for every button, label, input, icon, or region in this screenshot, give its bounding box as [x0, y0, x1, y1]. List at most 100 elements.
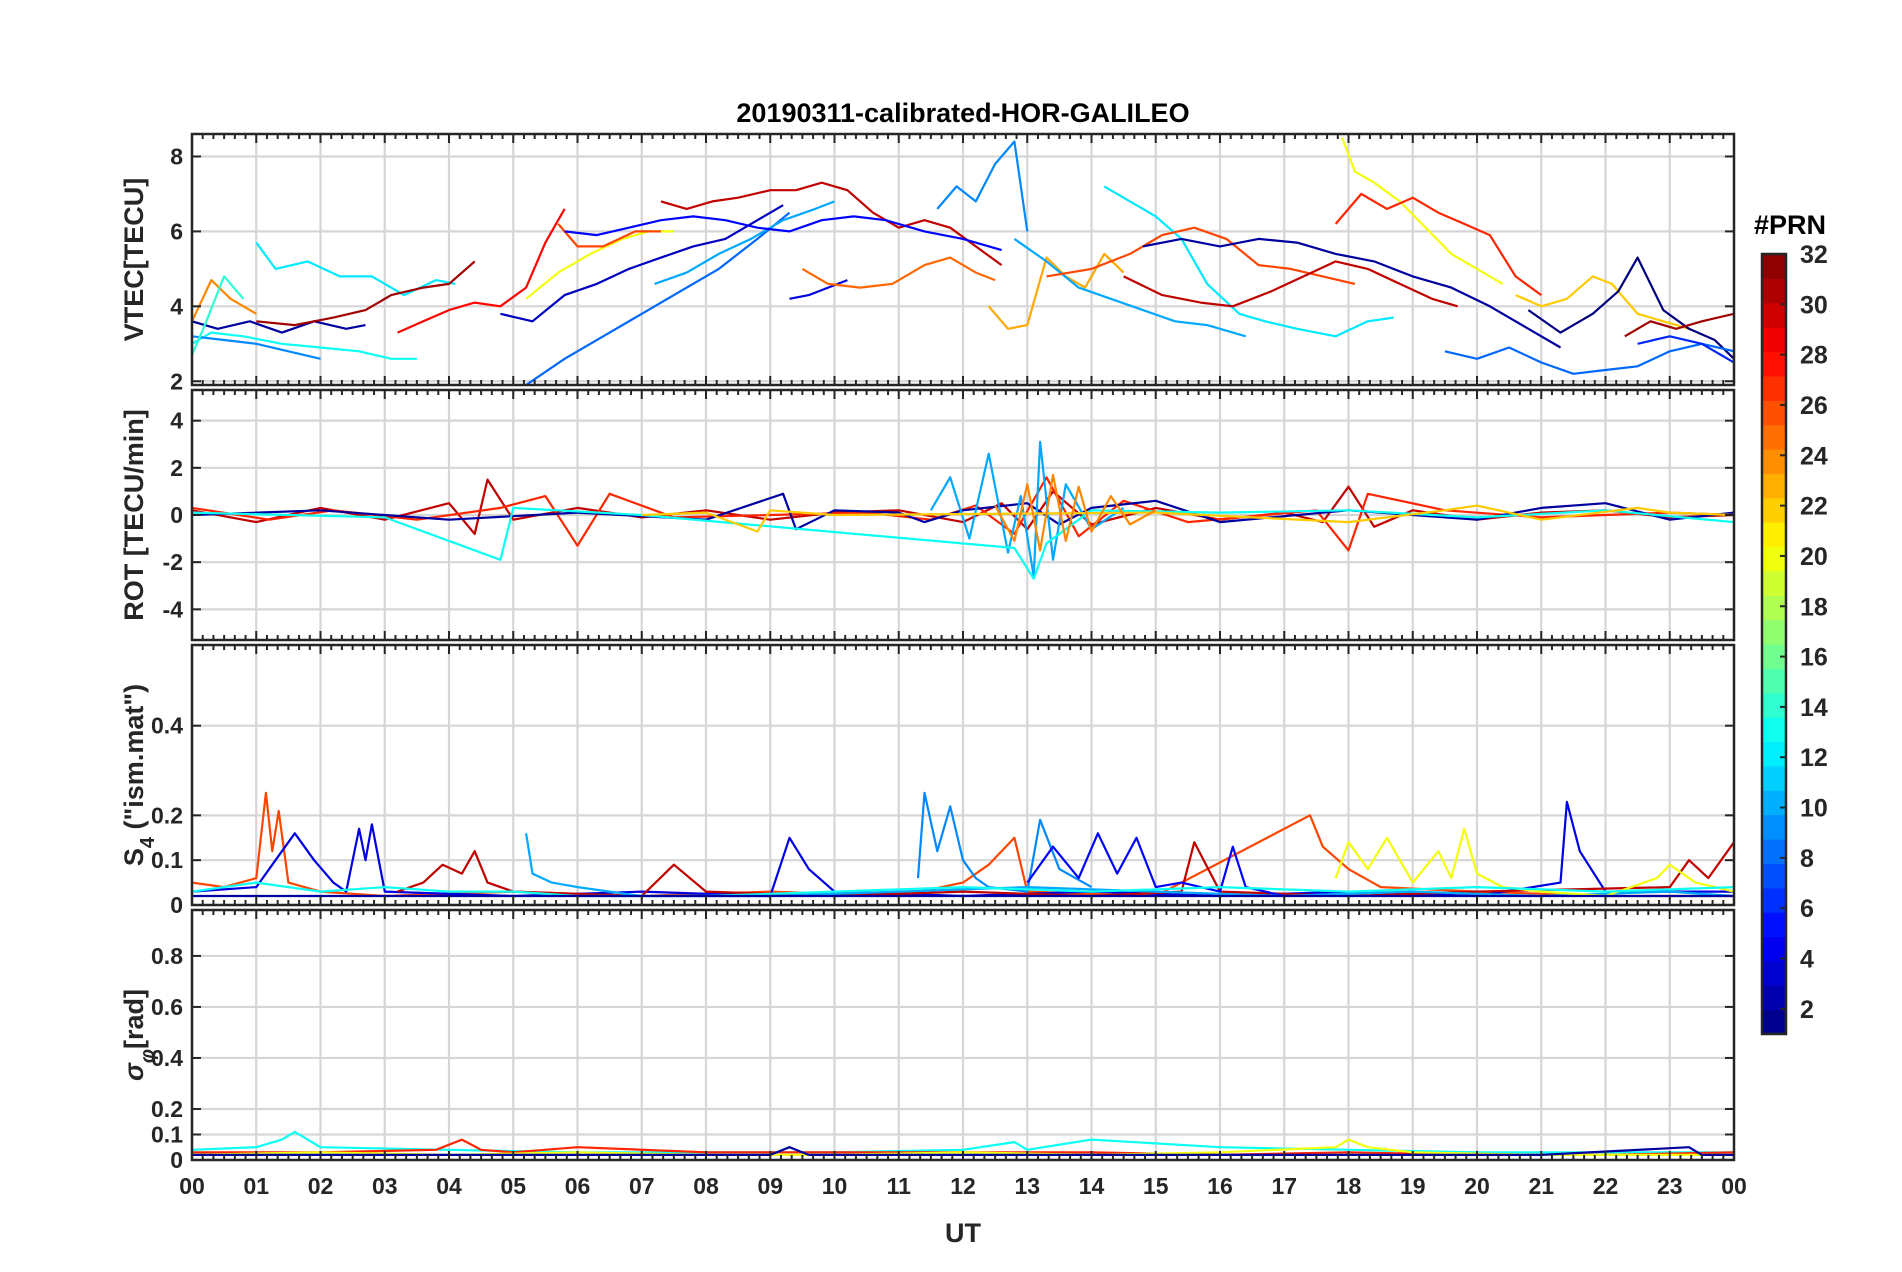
series-line-prn-10: [1013, 237, 1247, 338]
series-line-prn-2: [192, 320, 366, 334]
y-tick-label: 0: [170, 892, 183, 918]
x-tick-label: 22: [1593, 1173, 1619, 1199]
y-tick-label: 0.6: [151, 994, 183, 1020]
series-line-prn-25: [801, 256, 996, 289]
y-tick-label: 0: [170, 502, 183, 528]
series-line-prn-22: [1515, 275, 1690, 330]
x-axis: 00 01 02 03 04 05 06 07 08 09 10 11 12 13 14 15 16 17 18 19…: [179, 1173, 1747, 1199]
colorbar-swatch: [1762, 1009, 1786, 1035]
colorbar-tick-label: 18: [1800, 593, 1828, 621]
colorbar-swatch: [1762, 327, 1786, 353]
series-line-prn-5: [564, 215, 1002, 252]
colorbar-tick-label: 32: [1800, 241, 1828, 269]
y-tick-label: 6: [170, 218, 183, 244]
y-tick-label: 0.4: [151, 1045, 183, 1071]
colorbar-swatch: [1762, 278, 1786, 304]
x-tick-label: 08: [693, 1173, 719, 1199]
series-line-prn-31: [1624, 312, 1734, 338]
colorbar-tick-label: 8: [1800, 845, 1814, 873]
y-axis-title: VTEC[TECU]: [119, 178, 149, 342]
series-line-prn-13: [192, 331, 417, 360]
x-tick-label: 14: [1079, 1173, 1105, 1199]
series-line-prn-28: [397, 208, 566, 334]
series-line-prn-10: [654, 200, 835, 285]
colorbar-swatch: [1762, 570, 1786, 596]
series-line-prn-24: [192, 279, 257, 322]
colorbar-tick-label: 22: [1800, 493, 1828, 521]
colorbar-tick-label: 20: [1800, 543, 1828, 571]
x-tick-label: 15: [1143, 1173, 1169, 1199]
x-tick-label: 07: [629, 1173, 655, 1199]
series-line-prn-14: [192, 275, 245, 356]
y-axis-title-main: σ: [119, 1062, 149, 1081]
series-line-prn-10: [525, 833, 1734, 898]
y-tick-label: 2: [170, 455, 183, 481]
y-tick-label: -4: [163, 596, 184, 622]
colorbar-swatch: [1762, 839, 1786, 864]
colorbar-swatch: [1762, 375, 1786, 401]
x-tick-label: 03: [372, 1173, 398, 1199]
colorbar-swatch: [1762, 668, 1786, 694]
colorbar-tick-label: 28: [1800, 342, 1828, 370]
x-tick-label: 19: [1400, 1173, 1426, 1199]
colorbar-swatch: [1762, 619, 1786, 645]
y-axis-title-rest: [rad]: [119, 989, 149, 1049]
y-tick-label: 2: [170, 368, 183, 394]
x-tick-label: 18: [1336, 1173, 1362, 1199]
colorbar-swatch: [1762, 985, 1786, 1011]
y-tick-label: 4: [170, 408, 183, 434]
colorbar-swatch: [1762, 912, 1786, 938]
x-tick-label: 11: [887, 1173, 912, 1199]
colorbar-tick-label: 24: [1800, 442, 1828, 470]
colorbar-swatch: [1762, 790, 1786, 816]
colorbar-swatch: [1762, 497, 1786, 523]
series-line-prn-31: [256, 260, 476, 327]
series-line-prn-9: [916, 791, 1093, 893]
y-axis-title: σφ[rad]: [119, 989, 159, 1081]
colorbar-swatch: [1762, 936, 1786, 962]
series-line-prn-20: [1341, 137, 1504, 285]
series-line-prn-8: [1444, 342, 1734, 375]
colorbar-tick-label: 30: [1800, 291, 1828, 319]
colorbar-tick-label: 14: [1800, 694, 1828, 722]
x-tick-label: 02: [308, 1173, 334, 1199]
series-line-prn-12: [1103, 185, 1394, 338]
x-tick-label: 01: [243, 1173, 269, 1199]
colorbar-tick-label: 16: [1800, 644, 1828, 672]
series-line-prn-10: [929, 440, 1125, 578]
series-line-prn-24: [994, 473, 1157, 552]
x-tick-label: 04: [436, 1173, 462, 1199]
y-axis-title-sub: 4: [137, 836, 159, 848]
colorbar-swatch: [1762, 254, 1786, 279]
x-tick-label: 05: [500, 1173, 526, 1199]
y-tick-label: 0.4: [151, 713, 183, 739]
colorbar-swatch: [1762, 692, 1786, 718]
series-line-prn-30: [1123, 260, 1459, 308]
series-line-prn-4: [789, 279, 848, 300]
colorbar-tick-label: 4: [1800, 946, 1814, 974]
series-line-prn-20: [1334, 827, 1734, 898]
x-tick-label: 13: [1014, 1173, 1040, 1199]
y-tick-label: 0.1: [151, 847, 183, 873]
colorbar-swatch: [1762, 717, 1786, 743]
x-tick-label: 23: [1657, 1173, 1683, 1199]
colorbar-swatch: [1762, 960, 1786, 986]
series-line-prn-12: [255, 241, 456, 297]
y-tick-label: 0.2: [151, 802, 183, 828]
colorbar-swatch: [1762, 473, 1786, 499]
x-axis-title: UT: [945, 1218, 981, 1248]
series-line-prn-5: [1026, 832, 1285, 898]
chart-title: 20190311-calibrated-HOR-GALILEO: [736, 98, 1189, 128]
colorbar-tick-label: 26: [1800, 392, 1828, 420]
y-tick-label: 4: [170, 293, 183, 319]
x-tick-label: 10: [822, 1173, 848, 1199]
series-line-prn-9: [936, 140, 1029, 232]
y-tick-label: -2: [163, 549, 183, 575]
colorbar-swatch: [1762, 765, 1786, 791]
series-line-prn-27: [1334, 192, 1542, 296]
series-line-prn-22: [641, 504, 1734, 533]
colorbar-tick-label: 12: [1800, 744, 1828, 772]
panel-s4: 00.10.20.4S4 ("ism.mat"): [119, 643, 1736, 918]
